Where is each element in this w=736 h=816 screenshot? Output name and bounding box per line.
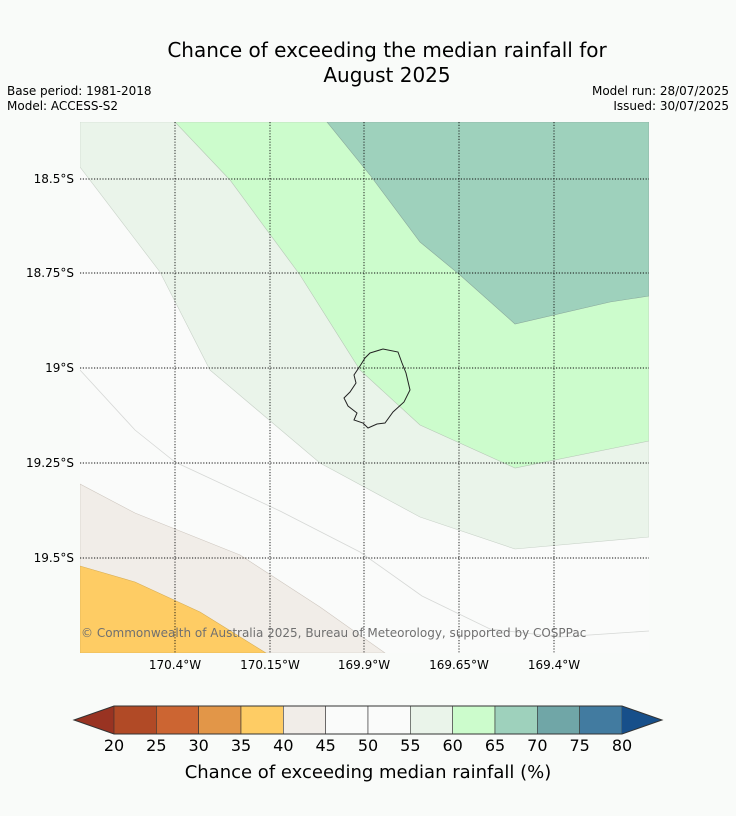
lat-label-18-75: 18.75°S xyxy=(26,266,74,280)
colorbar-over-arrow xyxy=(622,706,662,734)
band-65-70 xyxy=(326,122,649,325)
map-title: Chance of exceeding the median rainfall … xyxy=(0,38,736,88)
colorbar-tick-label: 20 xyxy=(103,736,125,755)
meta-left: Base period: 1981-2018 Model: ACCESS-S2 xyxy=(7,84,152,114)
colorbar-label: Chance of exceeding median rainfall (%) xyxy=(184,762,552,783)
band-35-40 xyxy=(80,565,267,653)
colorbar-cell xyxy=(410,705,453,735)
lat-label-18-5: 18.5°S xyxy=(33,172,74,186)
colorbar-tick-label: 35 xyxy=(230,736,252,755)
colorbar-cell xyxy=(325,705,369,735)
island-outline xyxy=(343,348,411,429)
colorbar-tick-label: 25 xyxy=(146,736,167,755)
colorbar-cell xyxy=(156,705,199,735)
lat-label-19: 19°S xyxy=(45,361,74,375)
colorbar-under-arrow xyxy=(74,706,114,734)
lon-label-170-4: 170.4°W xyxy=(148,658,202,672)
title-line-1: Chance of exceeding the median rainfall … xyxy=(167,38,607,62)
graticule xyxy=(80,122,649,653)
colorbar-outline xyxy=(72,705,664,735)
colorbar-tick-label: 30 xyxy=(188,736,209,755)
colorbar-tick-label: 70 xyxy=(527,736,548,755)
lon-label-169-65: 169.65°W xyxy=(429,658,489,672)
colorbar-cell xyxy=(113,705,157,735)
colorbar-tick-label: 75 xyxy=(569,736,590,755)
colorbar-tick-label: 40 xyxy=(273,736,294,755)
colorbar-tick-label: 80 xyxy=(611,736,633,755)
title-line-2: August 2025 xyxy=(323,63,451,87)
model-text: Model: ACCESS-S2 xyxy=(7,99,119,113)
colorbar-cell xyxy=(452,705,496,735)
colorbar-tick-label: 65 xyxy=(484,736,506,755)
colorbar-cell xyxy=(198,705,242,735)
lat-label-19-25: 19.25°S xyxy=(26,456,74,470)
colorbar-tick-label: 50 xyxy=(357,736,379,755)
colorbar xyxy=(72,705,664,735)
colorbar-cell xyxy=(537,705,580,735)
contour-50-upper xyxy=(80,369,649,638)
lon-label-170-15: 170.15°W xyxy=(240,658,300,672)
copyright-text: © Commonwealth of Australia 2025, Bureau… xyxy=(81,626,587,640)
meta-right: Model run: 28/07/2025 Issued: 30/07/2025 xyxy=(592,84,729,114)
colorbar-cell xyxy=(494,705,538,735)
base-period-text: Base period: 1981-2018 xyxy=(7,84,152,98)
colorbar-cells xyxy=(113,705,623,735)
issued-text: Issued: 30/07/2025 xyxy=(613,99,729,113)
colorbar-tick-label: 60 xyxy=(442,736,463,755)
colorbar-cell xyxy=(579,705,623,735)
colorbar-tick-label: 45 xyxy=(315,736,336,755)
colorbar-tick-label: 55 xyxy=(400,736,421,755)
model-run-text: Model run: 28/07/2025 xyxy=(591,84,729,98)
colorbar-cell xyxy=(283,705,326,735)
lon-label-169-4: 169.4°W xyxy=(527,658,581,672)
colorbar-cell xyxy=(367,705,411,735)
colorbar-cell xyxy=(240,705,284,735)
map-area xyxy=(80,122,649,653)
lon-label-169-9: 169.9°W xyxy=(337,658,391,672)
lat-label-19-5: 19.5°S xyxy=(33,551,74,565)
